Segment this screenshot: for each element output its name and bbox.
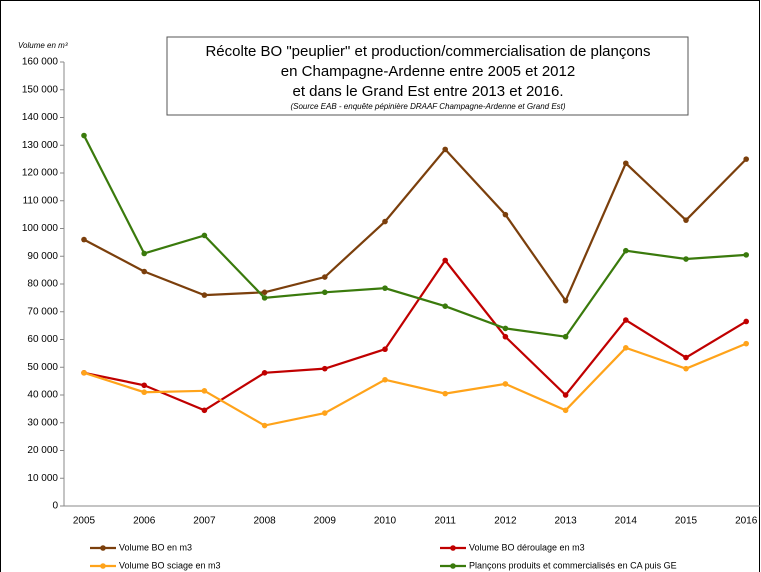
legend-label: Volume BO sciage en m3	[119, 560, 221, 570]
data-point	[442, 257, 449, 264]
chart-title: et dans le Grand Est entre 2013 et 2016.	[292, 83, 563, 100]
legend-marker	[450, 563, 456, 569]
x-tick-label: 2011	[434, 516, 456, 527]
data-point	[743, 252, 749, 258]
data-point	[683, 365, 689, 372]
x-tick-label: 2005	[73, 516, 96, 527]
data-point	[562, 297, 569, 304]
data-point	[261, 422, 268, 429]
x-tick-label: 2016	[735, 516, 758, 527]
data-point	[442, 303, 449, 310]
y-tick-label: 100 000	[22, 223, 59, 234]
data-point	[502, 325, 509, 332]
data-point	[322, 410, 328, 416]
series-line	[83, 258, 747, 412]
title-box	[166, 36, 689, 116]
data-point	[201, 407, 208, 414]
data-point	[442, 390, 449, 397]
data-point	[81, 132, 87, 139]
data-point	[562, 333, 569, 340]
data-point	[623, 247, 629, 254]
x-tick-label: 2010	[374, 516, 397, 527]
x-tick-label: 2014	[615, 516, 638, 527]
data-point	[502, 333, 509, 340]
data-point	[201, 388, 208, 394]
x-tick-label: 2009	[314, 516, 337, 527]
legend-label: Volume BO en m3	[119, 542, 192, 552]
data-point	[502, 381, 509, 387]
series-line	[83, 342, 747, 427]
y-tick-label: 160 000	[22, 57, 59, 68]
data-point	[382, 285, 388, 291]
series-line	[83, 135, 747, 338]
x-tick-label: 2006	[133, 516, 156, 527]
data-point	[502, 211, 509, 218]
data-point	[81, 370, 87, 376]
data-point	[683, 256, 689, 262]
data-point	[141, 389, 147, 396]
chart-title: Récolte BO "peuplier" et production/comm…	[205, 43, 650, 60]
y-tick-label: 110 000	[23, 195, 59, 206]
data-point	[382, 376, 388, 383]
data-point	[683, 217, 689, 223]
data-point	[81, 236, 87, 243]
y-tick-label: 40 000	[27, 390, 58, 401]
y-tick-label: 90 000	[27, 251, 58, 262]
y-tick-label: 10 000	[27, 473, 58, 484]
y-tick-label: 20 000	[27, 445, 58, 456]
legend-marker	[100, 563, 106, 569]
data-point	[201, 232, 208, 239]
data-point	[141, 382, 147, 389]
series-line	[83, 147, 747, 303]
y-tick-label: 30 000	[27, 417, 58, 428]
legend-marker	[100, 545, 106, 551]
data-point	[261, 370, 268, 376]
x-tick-label: 2012	[494, 516, 517, 527]
y-tick-label: 50 000	[27, 362, 58, 373]
y-tick-label: 70 000	[27, 306, 58, 317]
data-point	[322, 289, 328, 296]
data-point	[382, 218, 388, 225]
data-point	[562, 407, 569, 414]
legend-marker	[450, 545, 456, 551]
legend-label: Volume BO déroulage en m3	[469, 542, 585, 552]
data-point	[382, 346, 388, 353]
y-tick-label: 130 000	[22, 140, 59, 151]
y-tick-label: 60 000	[27, 334, 58, 345]
legend-label: Plançons produits et commercialisés en C…	[469, 560, 677, 570]
data-point	[261, 289, 268, 296]
data-point	[743, 156, 749, 162]
data-point	[743, 318, 749, 325]
data-point	[322, 365, 328, 372]
data-point	[562, 392, 569, 398]
data-point	[141, 268, 147, 275]
chart-subtitle: (Source EAB - enquête pépinière DRAAF Ch…	[290, 102, 565, 111]
data-point	[261, 295, 268, 301]
y-tick-label: 150 000	[22, 84, 59, 95]
chart-title: en Champagne-Ardenne entre 2005 et 2012	[281, 63, 575, 80]
data-point	[442, 146, 449, 153]
data-point	[623, 317, 629, 323]
y-tick-label: 140 000	[22, 112, 59, 123]
x-tick-label: 2007	[193, 516, 216, 527]
data-point	[623, 160, 629, 167]
x-tick-label: 2008	[253, 516, 276, 527]
data-point	[743, 340, 749, 347]
y-tick-label: 0	[52, 501, 58, 512]
y-tick-label: 120 000	[22, 168, 59, 179]
x-tick-label: 2013	[554, 516, 577, 527]
data-point	[322, 274, 328, 280]
data-point	[683, 354, 689, 361]
data-point	[141, 250, 147, 257]
y-axis-label: Volume en m³	[18, 41, 68, 50]
data-point	[623, 345, 629, 351]
y-tick-label: 80 000	[27, 279, 58, 290]
data-point	[201, 292, 208, 298]
x-tick-label: 2015	[675, 516, 698, 527]
